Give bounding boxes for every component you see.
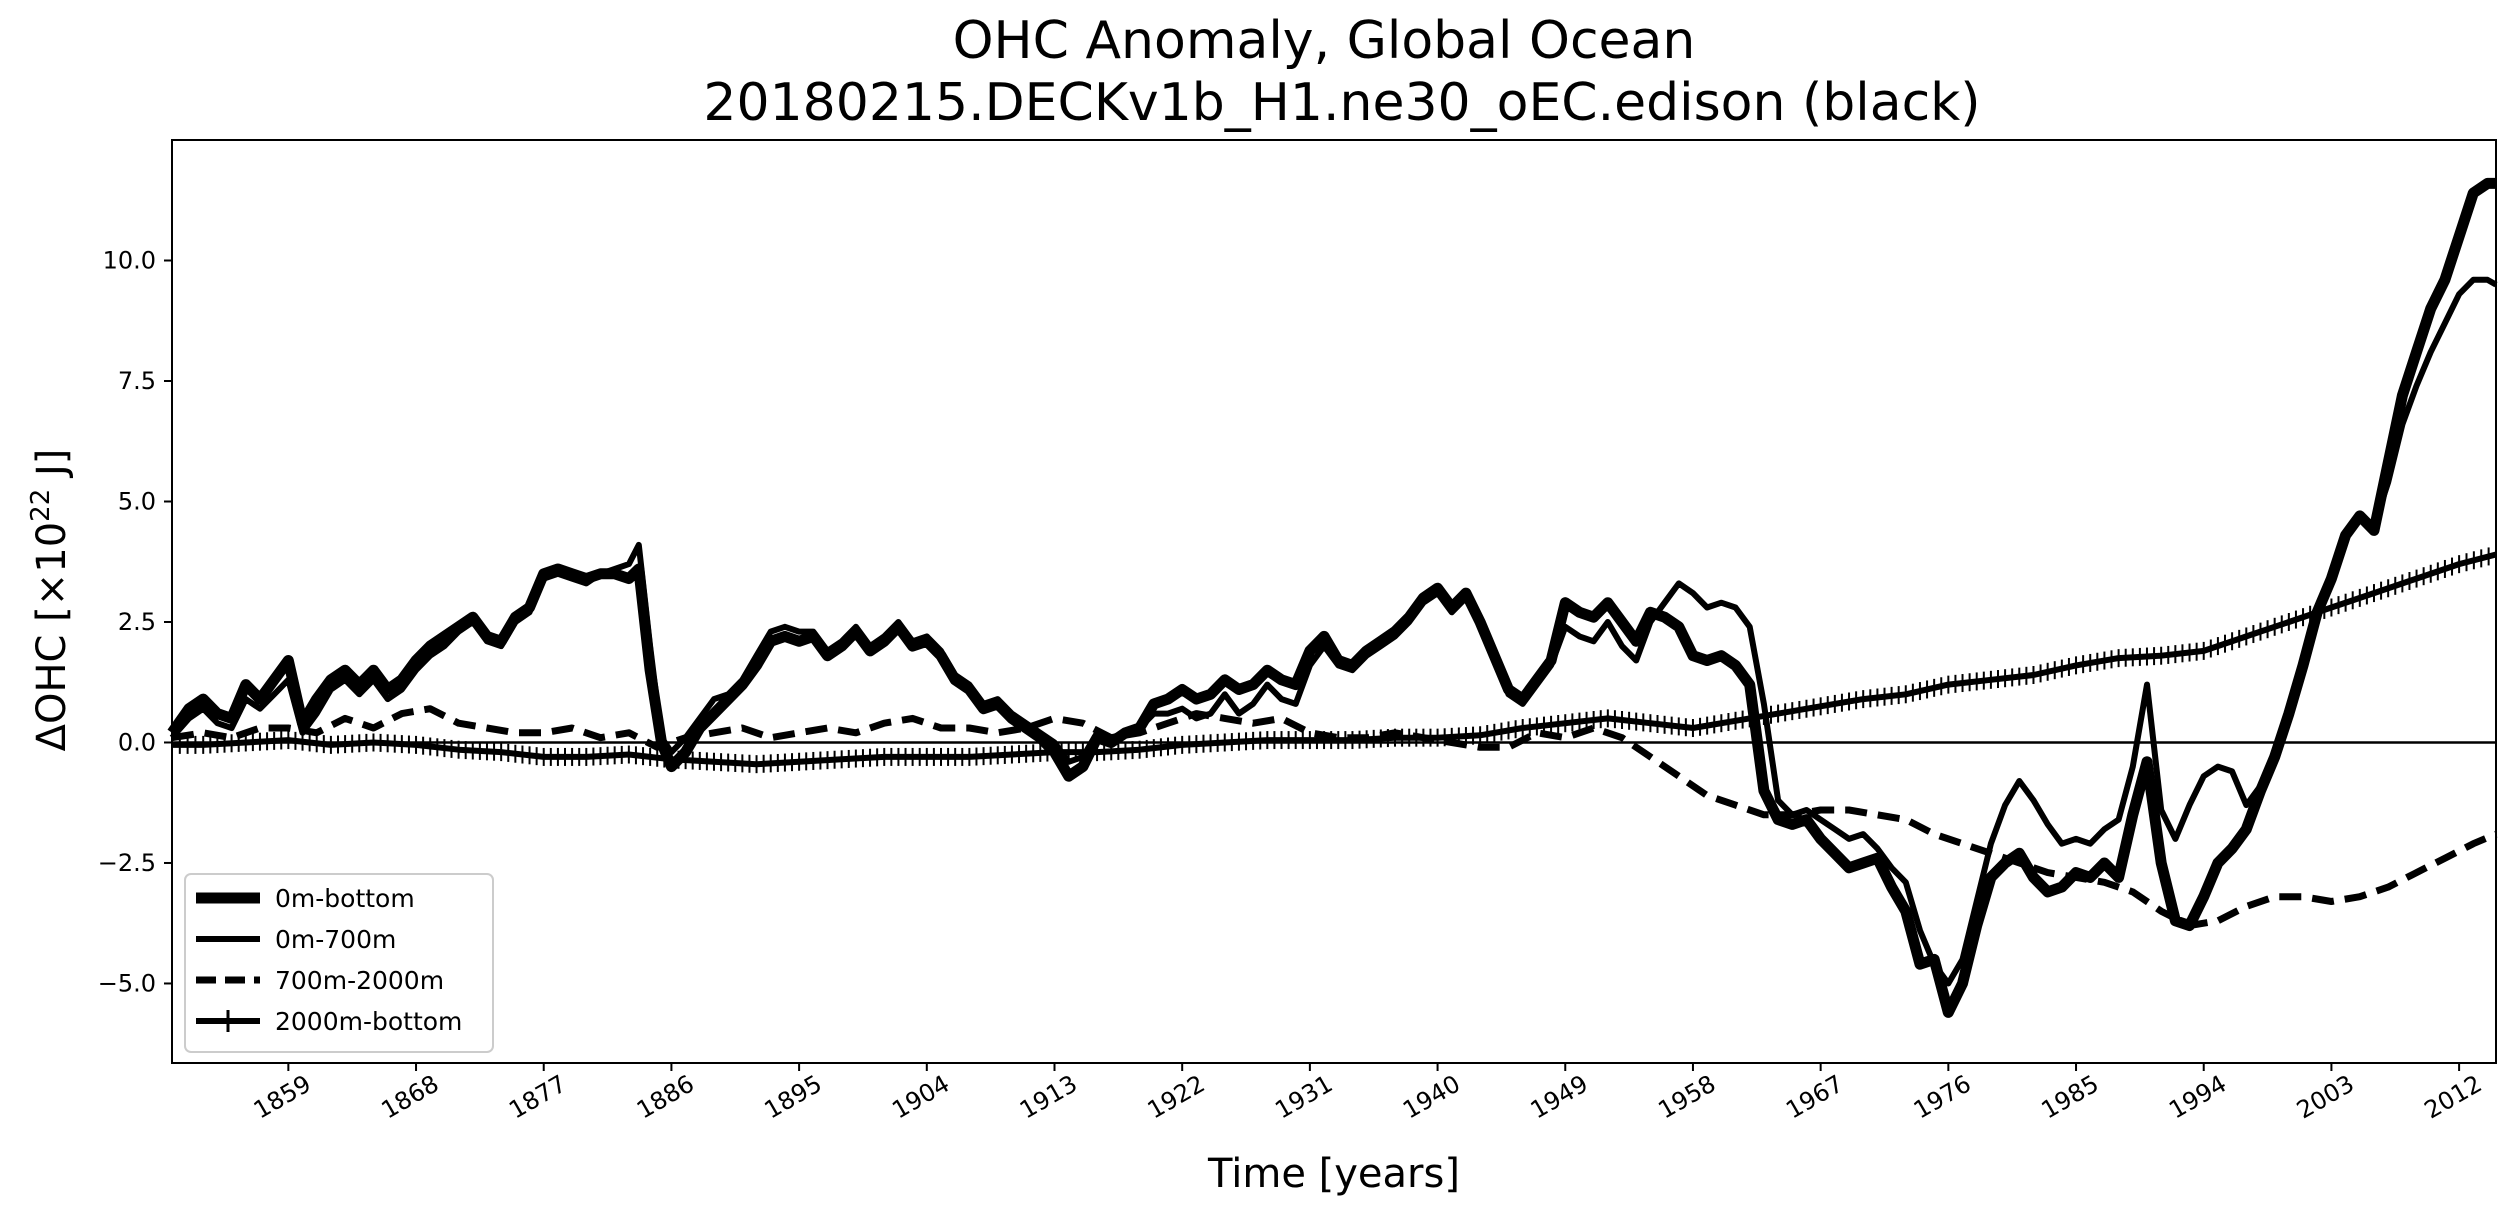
series-lines: [167, 177, 2498, 1018]
y-tick-label: 5.0: [118, 487, 156, 515]
legend-label-0m-bottom: 0m-bottom: [275, 884, 415, 913]
legend: 0m-bottom 0m-700m 700m-2000m 2000m-botto…: [184, 873, 494, 1053]
y-tick-label: 10.0: [103, 246, 156, 274]
series-line-0m-bottom: [167, 177, 2496, 1018]
chart-title-line-2: 20180215.DECKv1b_H1.ne30_oEC.edison (bla…: [703, 73, 1980, 133]
y-axis-label-main: ΔOHC [×10: [29, 522, 75, 752]
x-axis-label: Time [years]: [1207, 1151, 1460, 1197]
legend-label-0m-700m: 0m-700m: [275, 925, 396, 954]
y-tick-label: 7.5: [118, 367, 156, 395]
y-axis-label-unit: J]: [29, 449, 75, 489]
y-tick-label: −5.0: [98, 969, 156, 997]
y-tick-label: 0.0: [118, 728, 156, 756]
series-line-700m-2000m: [171, 705, 2498, 930]
chart-title-line-1: OHC Anomaly, Global Ocean: [953, 11, 1696, 71]
y-axis-label-exponent: 22: [26, 489, 56, 522]
y-axis-label: ΔOHC [×1022 J]: [26, 449, 75, 752]
plot-area-frame: [171, 139, 2497, 1064]
legend-label-700m-2000m: 700m-2000m: [275, 966, 444, 995]
y-tick-label: 2.5: [118, 608, 156, 636]
legend-box: [184, 873, 494, 1053]
legend-label-2000m-bottom: 2000m-bottom: [275, 1007, 462, 1036]
y-tick-label: −2.5: [98, 849, 156, 877]
